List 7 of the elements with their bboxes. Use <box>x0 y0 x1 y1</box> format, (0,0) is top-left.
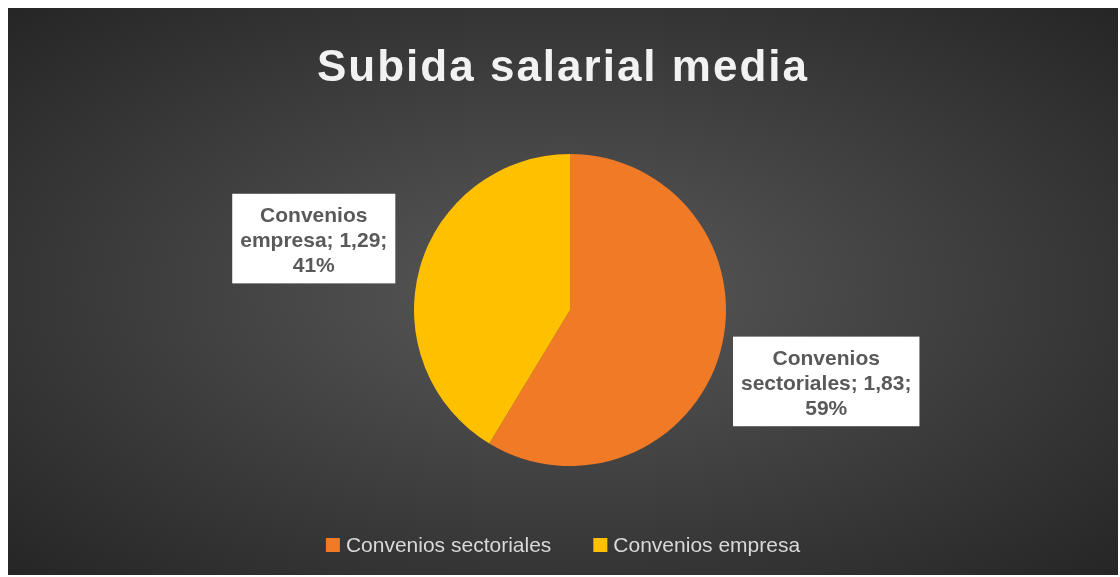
pie-slice <box>414 154 570 444</box>
data-label: Convenios empresa; 1,29; 41% <box>240 202 388 277</box>
legend-label: Convenios empresa <box>613 533 801 557</box>
legend-label: Convenios sectoriales <box>345 533 552 557</box>
data-label: Convenios sectoriales; 1,83; 59% <box>741 345 912 420</box>
pie-slice <box>489 154 726 466</box>
chart-title: Subida salarial media <box>317 41 809 91</box>
